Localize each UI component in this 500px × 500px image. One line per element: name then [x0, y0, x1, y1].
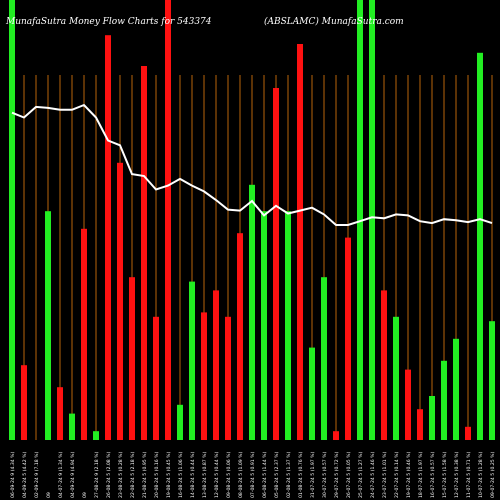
bar — [453, 338, 459, 440]
x-tick-label: 19-07-24 5 (0.46 %) — [406, 451, 412, 498]
x-tick-label: 09-07-24 5 (0.25 %) — [490, 451, 496, 498]
bar — [333, 431, 339, 440]
x-tick-label: 21-08-24 5 (0.95 %) — [142, 451, 148, 498]
price-line — [11, 103, 493, 226]
bar — [309, 347, 315, 440]
bar — [321, 277, 327, 440]
x-tick-label: 14-08-24 5 (0.44 %) — [190, 451, 196, 498]
bar — [117, 162, 123, 441]
bar — [369, 0, 375, 440]
x-tick-label: 04-09-24 9 (4.94 %) — [70, 451, 76, 498]
x-tick-label: 12-07-24 5 (0.38 %) — [454, 451, 460, 498]
x-tick-label: 23-07-24 5 (1.01 %) — [382, 451, 388, 498]
x-tick-label: 10-07-24 5 (1.28 %) — [478, 451, 484, 498]
x-tick-label: 09 — [82, 492, 88, 498]
bar — [201, 312, 207, 440]
bar — [105, 35, 111, 440]
bar — [225, 316, 231, 440]
x-tick-label: 08-08-24 5 (1.09 %) — [238, 451, 244, 498]
bar — [405, 369, 411, 440]
x-tick-label: 04-09-24 5 (4.42 %) — [22, 451, 28, 498]
bar — [129, 277, 135, 440]
x-tick-label: 16-07-24 5 (0.57 %) — [430, 451, 436, 498]
bar — [69, 413, 75, 440]
bar — [9, 0, 15, 440]
bar — [165, 0, 171, 440]
x-tick-label: 02-09-24 9 (7.18 %) — [34, 451, 40, 498]
x-tick-label: 22-07-24 5 (0.14 %) — [394, 451, 400, 498]
bar — [441, 360, 447, 440]
x-tick-label: 18-07-24 5 (1.97 %) — [418, 451, 424, 498]
x-tick-label: 12-08-24 5 (0.44 %) — [214, 451, 220, 498]
bar — [21, 365, 27, 440]
x-tick-label: 25-07-24 5 (1.27 %) — [358, 451, 364, 498]
x-tick-label: 09-08-24 5 (0.06 %) — [226, 451, 232, 498]
x-tick-labels: 06-09-24 9 (4.34 %) 04-09-24 5 (4.42 %) 02… — [10, 451, 496, 498]
bar — [177, 404, 183, 440]
x-tick-label: 22-08-24 5 (2.18 %) — [130, 451, 136, 498]
x-tick-label: 30-07-24 5 (0.57 %) — [322, 451, 328, 498]
x-tick-label: 01-08-24 5 (0.76 %) — [298, 451, 304, 498]
x-tick-label: 05-08-24 5 (2.37 %) — [274, 451, 280, 498]
x-tick-label: 23-08-24 5 (0.28 %) — [118, 451, 124, 498]
x-tick-label: 26-07-24 5 (0.05 %) — [346, 451, 352, 498]
x-tick-label: 26-08-24 5 (2.08 %) — [106, 451, 112, 498]
x-tick-label: 06-08-24 5 (1.44 %) — [262, 451, 268, 498]
bar — [489, 321, 495, 440]
bar — [261, 211, 267, 440]
x-tick-label: 06-09-24 9 (4.34 %) — [10, 451, 16, 498]
bar — [189, 281, 195, 440]
bar — [57, 387, 63, 440]
bar — [249, 184, 255, 440]
x-tick-label: 29-07-24 5 (0.72 %) — [334, 451, 340, 498]
bar — [93, 431, 99, 440]
bar — [393, 316, 399, 440]
bar — [153, 316, 159, 440]
bar — [141, 66, 147, 440]
bar — [237, 233, 243, 440]
bar — [285, 211, 291, 440]
chart-title-left: MunafaSutra Money Flow Charts for 543374 — [5, 17, 212, 27]
bar — [213, 290, 219, 440]
x-tick-label: 27-08-24 9 (2.18 %) — [94, 451, 100, 498]
x-tick-label: 31-07-24 5 (1.97 %) — [310, 451, 316, 498]
x-tick-label: 07-08-24 5 (0.91 %) — [250, 451, 256, 498]
bar — [417, 409, 423, 440]
x-tick-label: 15-07-24 5 (1.58 %) — [442, 451, 448, 498]
x-tick-label: 16-08-24 5 (1.06 %) — [178, 451, 184, 498]
x-tick-label: 13-08-24 5 (0.87 %) — [202, 451, 208, 498]
bar — [45, 211, 51, 440]
bar — [477, 52, 483, 441]
bars — [9, 0, 495, 441]
bar — [273, 88, 279, 440]
bar — [381, 290, 387, 440]
x-tick-label: 19-08-24 5 (0.45 %) — [166, 451, 172, 498]
x-tick-label: 11-07-24 5 (0.71 %) — [466, 451, 472, 498]
chart-title-right: (ABSLAMC) MunafaSutra.com — [264, 16, 404, 27]
bar — [465, 426, 471, 440]
x-tick-label: 02-08-24 5 (1.37 %) — [286, 451, 292, 498]
bar — [345, 237, 351, 440]
x-tick-label: 24-07-24 5 (1.46 %) — [370, 451, 376, 498]
x-tick-label: 20-08-24 5 (0.16 %) — [154, 451, 160, 498]
x-tick-label: 04-07-24 9 (1.34 %) — [58, 451, 64, 498]
bar — [357, 0, 363, 440]
bar — [429, 396, 435, 440]
x-tick-label: 09 — [46, 492, 52, 498]
bar — [297, 44, 303, 440]
bar — [81, 228, 87, 440]
series-line — [11, 103, 493, 226]
